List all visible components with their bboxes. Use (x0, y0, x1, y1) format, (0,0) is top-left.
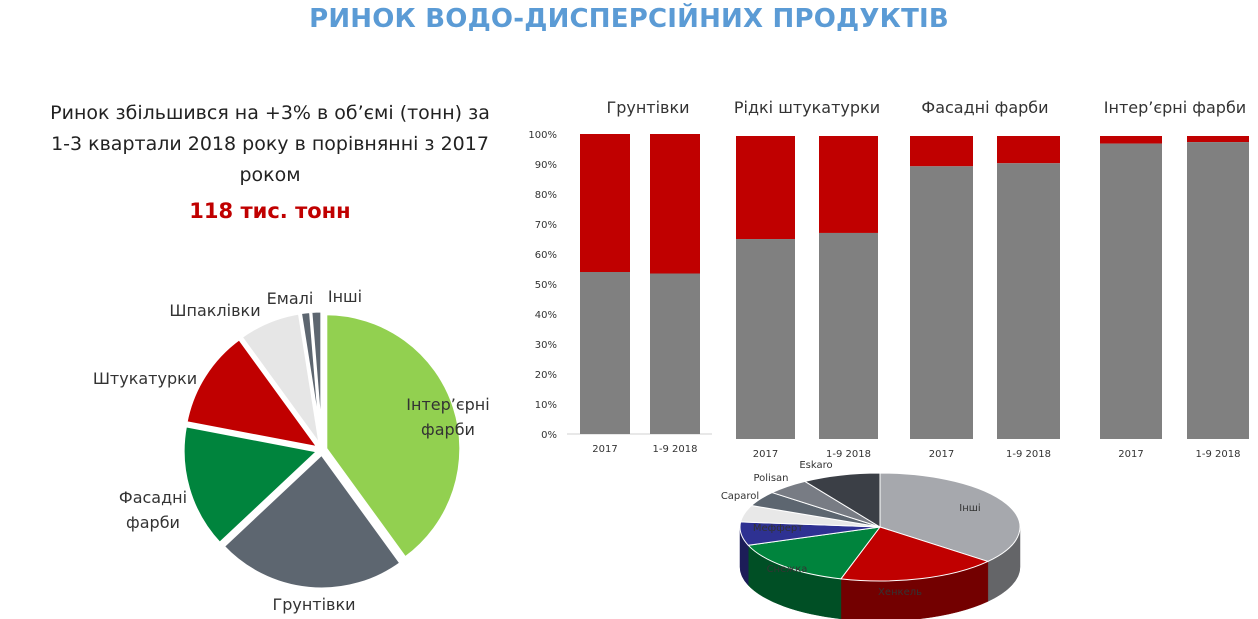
y-tick-label: 10% (535, 400, 557, 411)
pie3d-slice-3 (747, 526, 882, 580)
pie3d-slice-8 (803, 472, 881, 528)
bar-upper-segment (1100, 136, 1162, 144)
pie-label-5: Шпаклівки (169, 301, 260, 320)
bar-group-title-4: Інтер’єрні фарби (1104, 98, 1246, 117)
bar-upper-segment (1187, 136, 1249, 143)
page-title: РИНОК ВОДО-ДИСПЕРСІЙНИХ ПРОДУКТІВ (309, 4, 949, 34)
bar-category-label: 1-9 2018 (653, 444, 698, 455)
pie3d-label-slice-3: Снежка (767, 564, 808, 575)
y-tick-label: 90% (535, 160, 557, 171)
bar-category-label: 2017 (753, 449, 778, 460)
pie3d-label-slice-2: Хенкель (878, 587, 922, 598)
bar-upper-segment (650, 134, 700, 274)
bar-upper-segment (580, 134, 630, 272)
y-tick-label: 80% (535, 190, 557, 201)
y-tick-label: 100% (528, 130, 557, 141)
pie-slice-4 (184, 336, 323, 451)
bar-category-label: 1-9 2018 (1006, 449, 1051, 460)
pie-label-2: Грунтівки (272, 595, 355, 614)
bar-lower-segment (1100, 143, 1162, 439)
brand-share-3d-pie: Інші Хенкель Снежка Мефферт Caparol Polisan Es… (721, 460, 1021, 619)
bar-upper-segment (736, 136, 795, 240)
pie-label-1-line-1: Інтер’єрні (406, 395, 489, 414)
y-tick-label: 60% (535, 250, 557, 261)
bar-lower-segment (736, 239, 795, 439)
pie-label-6: Емалі (267, 289, 314, 308)
pie-slice-1 (324, 312, 463, 561)
pie-label-3-line-2: фарби (126, 513, 180, 532)
y-tick-label: 70% (535, 220, 557, 231)
y-tick-label: 20% (535, 370, 557, 381)
y-tick-label: 0% (541, 430, 557, 441)
y-tick-label: 40% (535, 310, 557, 321)
bar-lower-segment (997, 163, 1060, 439)
bar-category-label: 1-9 2018 (1196, 449, 1241, 460)
bar-lower-segment (650, 273, 700, 434)
pie-slice-3 (181, 424, 322, 546)
bar-category-label: 2017 (929, 449, 954, 460)
pie3d-label-polisan: Polisan (753, 473, 788, 484)
pie3d-label-slice-4: Мефферт (753, 523, 803, 534)
y-tick-label: 30% (535, 340, 557, 351)
bar-upper-segment (997, 136, 1060, 164)
stacked-bar-charts: 0% 10% 20% 30% 40% 50% 60% 70% 80% 90% 100% Грунтів… (528, 98, 1249, 460)
bar-group-title-1: Грунтівки (606, 98, 689, 117)
bar-group-title-2: Рідкі штукатурки (734, 98, 880, 117)
bar-category-label: 2017 (592, 444, 617, 455)
pie-slice-7 (309, 309, 324, 447)
y-tick-label: 50% (535, 280, 557, 291)
bar-lower-segment (910, 166, 973, 440)
pie-slice-2 (221, 451, 404, 591)
bar-lower-segment (1187, 142, 1249, 439)
bar-upper-segment (910, 136, 973, 167)
pie-label-4: Штукатурки (93, 369, 197, 388)
bar-upper-segment (819, 136, 878, 233)
category-pie-chart: Інтер’єрні фарби Грунтівки Фасадні фарби Штук… (93, 287, 490, 614)
bar-lower-segment (580, 272, 630, 434)
bar-category-label: 1-9 2018 (826, 449, 871, 460)
bar-lower-segment (819, 232, 878, 439)
pie3d-label-caparol: Caparol (721, 491, 759, 502)
market-summary-text: Ринок збільшився на +3% в об’ємі (тонн) … (50, 102, 490, 186)
pie-label-1-line-2: фарби (421, 420, 475, 439)
pie3d-label-slice-1: Інші (959, 502, 980, 514)
pie-label-7: Інші (328, 287, 362, 306)
bar-group-title-3: Фасадні фарби (921, 98, 1048, 117)
pie3d-slice-1 (879, 472, 1021, 562)
bar-category-label: 2017 (1118, 449, 1143, 460)
market-total-value: 118 тис. тонн (189, 199, 351, 223)
pie3d-slice-2 (840, 526, 990, 582)
pie3d-label-eskaro: Eskaro (799, 460, 832, 471)
pie-label-3-line-1: Фасадні (119, 488, 187, 507)
